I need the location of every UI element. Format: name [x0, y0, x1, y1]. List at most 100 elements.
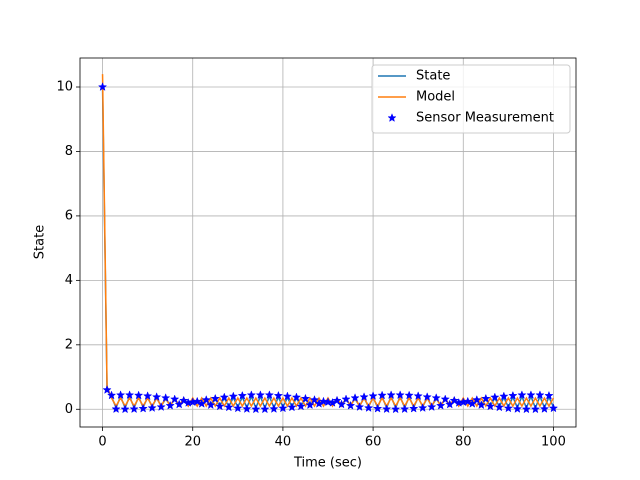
x-tick-label: 0 [98, 435, 106, 450]
marker-point [490, 392, 500, 402]
marker-point [359, 392, 369, 402]
legend-label: State [416, 69, 450, 84]
marker-point [237, 390, 248, 400]
y-tick-label: 6 [65, 208, 73, 223]
marker-point [494, 402, 505, 412]
marker-point [264, 390, 275, 400]
marker-point [151, 392, 162, 402]
marker-point [138, 403, 148, 413]
marker-point [526, 390, 536, 400]
marker-point [282, 391, 293, 401]
marker-point [170, 394, 180, 404]
marker-point [345, 400, 356, 410]
marker-point [305, 400, 315, 410]
marker-point [381, 404, 392, 414]
x-tick-label: 40 [275, 435, 292, 450]
marker-point [251, 404, 261, 414]
marker-point [201, 395, 211, 404]
x-tick-label: 60 [365, 435, 382, 450]
marker-point [269, 404, 279, 413]
marker-point [341, 394, 351, 404]
marker-point [472, 395, 482, 404]
marker-point [386, 390, 396, 400]
x-axis-label: Time (sec) [293, 456, 362, 471]
marker-point [372, 403, 383, 413]
marker-point [481, 393, 491, 403]
legend-marker [387, 113, 397, 122]
marker-point [233, 403, 243, 413]
marker-point [521, 404, 532, 414]
y-tick-label: 2 [65, 337, 73, 352]
y-axis-label: State [33, 225, 48, 259]
marker-point [499, 391, 509, 401]
marker-point [215, 401, 225, 411]
axes-frame [79, 57, 577, 428]
marker-point [544, 390, 554, 400]
marker-point [336, 399, 347, 409]
marker-point [390, 404, 401, 414]
marker-point [228, 391, 238, 401]
y-tick-label: 4 [65, 273, 73, 288]
marker-point [210, 393, 220, 403]
marker-point [440, 394, 450, 404]
marker-point [120, 404, 130, 414]
y-tick-label: 0 [65, 402, 73, 417]
marker-point [192, 396, 202, 406]
marker-point [530, 404, 541, 414]
marker-point [111, 404, 121, 414]
marker-point [255, 390, 266, 400]
marker-point [517, 390, 527, 400]
marker-point [224, 402, 234, 412]
marker-point [246, 390, 257, 400]
marker-point [512, 404, 523, 413]
marker-point [368, 391, 378, 401]
x-tick-label: 80 [455, 435, 472, 450]
marker-point [142, 391, 153, 401]
marker-point [463, 396, 473, 406]
marker-point [129, 404, 139, 414]
marker-point [363, 403, 374, 412]
marker-point [485, 401, 496, 411]
marker-point [431, 393, 441, 402]
marker-point [309, 395, 320, 404]
marker-point [377, 390, 387, 400]
marker-point [102, 385, 112, 394]
marker-point [449, 395, 459, 405]
legend-label: Model [416, 90, 455, 105]
marker-point [296, 401, 306, 411]
marker-point [395, 390, 405, 400]
marker-point [404, 390, 414, 400]
marker-point [106, 390, 117, 400]
marker-point [179, 395, 189, 405]
y-tick-label: 8 [65, 144, 73, 159]
marker-point [332, 395, 342, 405]
marker-point [318, 396, 329, 406]
marker-point [160, 393, 171, 402]
marker-point [291, 392, 302, 402]
marker-point [242, 404, 252, 413]
marker-point [300, 393, 311, 403]
marker-point [418, 403, 428, 412]
marker-point [436, 400, 446, 410]
marker-point [287, 402, 297, 412]
marker-point [409, 403, 419, 413]
marker-point [165, 400, 175, 410]
legend-box [371, 64, 571, 134]
x-tick-label: 100 [541, 435, 566, 450]
marker-point [535, 390, 545, 400]
marker-point [278, 403, 288, 413]
marker-point [413, 391, 423, 401]
marker-point [508, 390, 518, 400]
marker-point [354, 402, 365, 412]
marker-point [147, 403, 157, 412]
marker-point [503, 403, 514, 413]
legend-label: Sensor Measurement [416, 111, 554, 126]
marker-point [273, 390, 284, 400]
marker-point [350, 393, 360, 402]
marker-point [124, 390, 135, 400]
marker-point [260, 404, 270, 414]
marker-point [115, 390, 126, 400]
y-tick-label: 10 [56, 80, 73, 95]
marker-point [476, 400, 486, 410]
